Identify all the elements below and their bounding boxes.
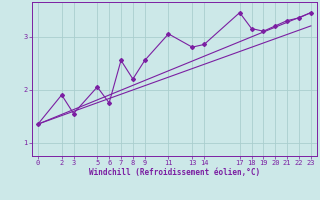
X-axis label: Windchill (Refroidissement éolien,°C): Windchill (Refroidissement éolien,°C) — [89, 168, 260, 177]
